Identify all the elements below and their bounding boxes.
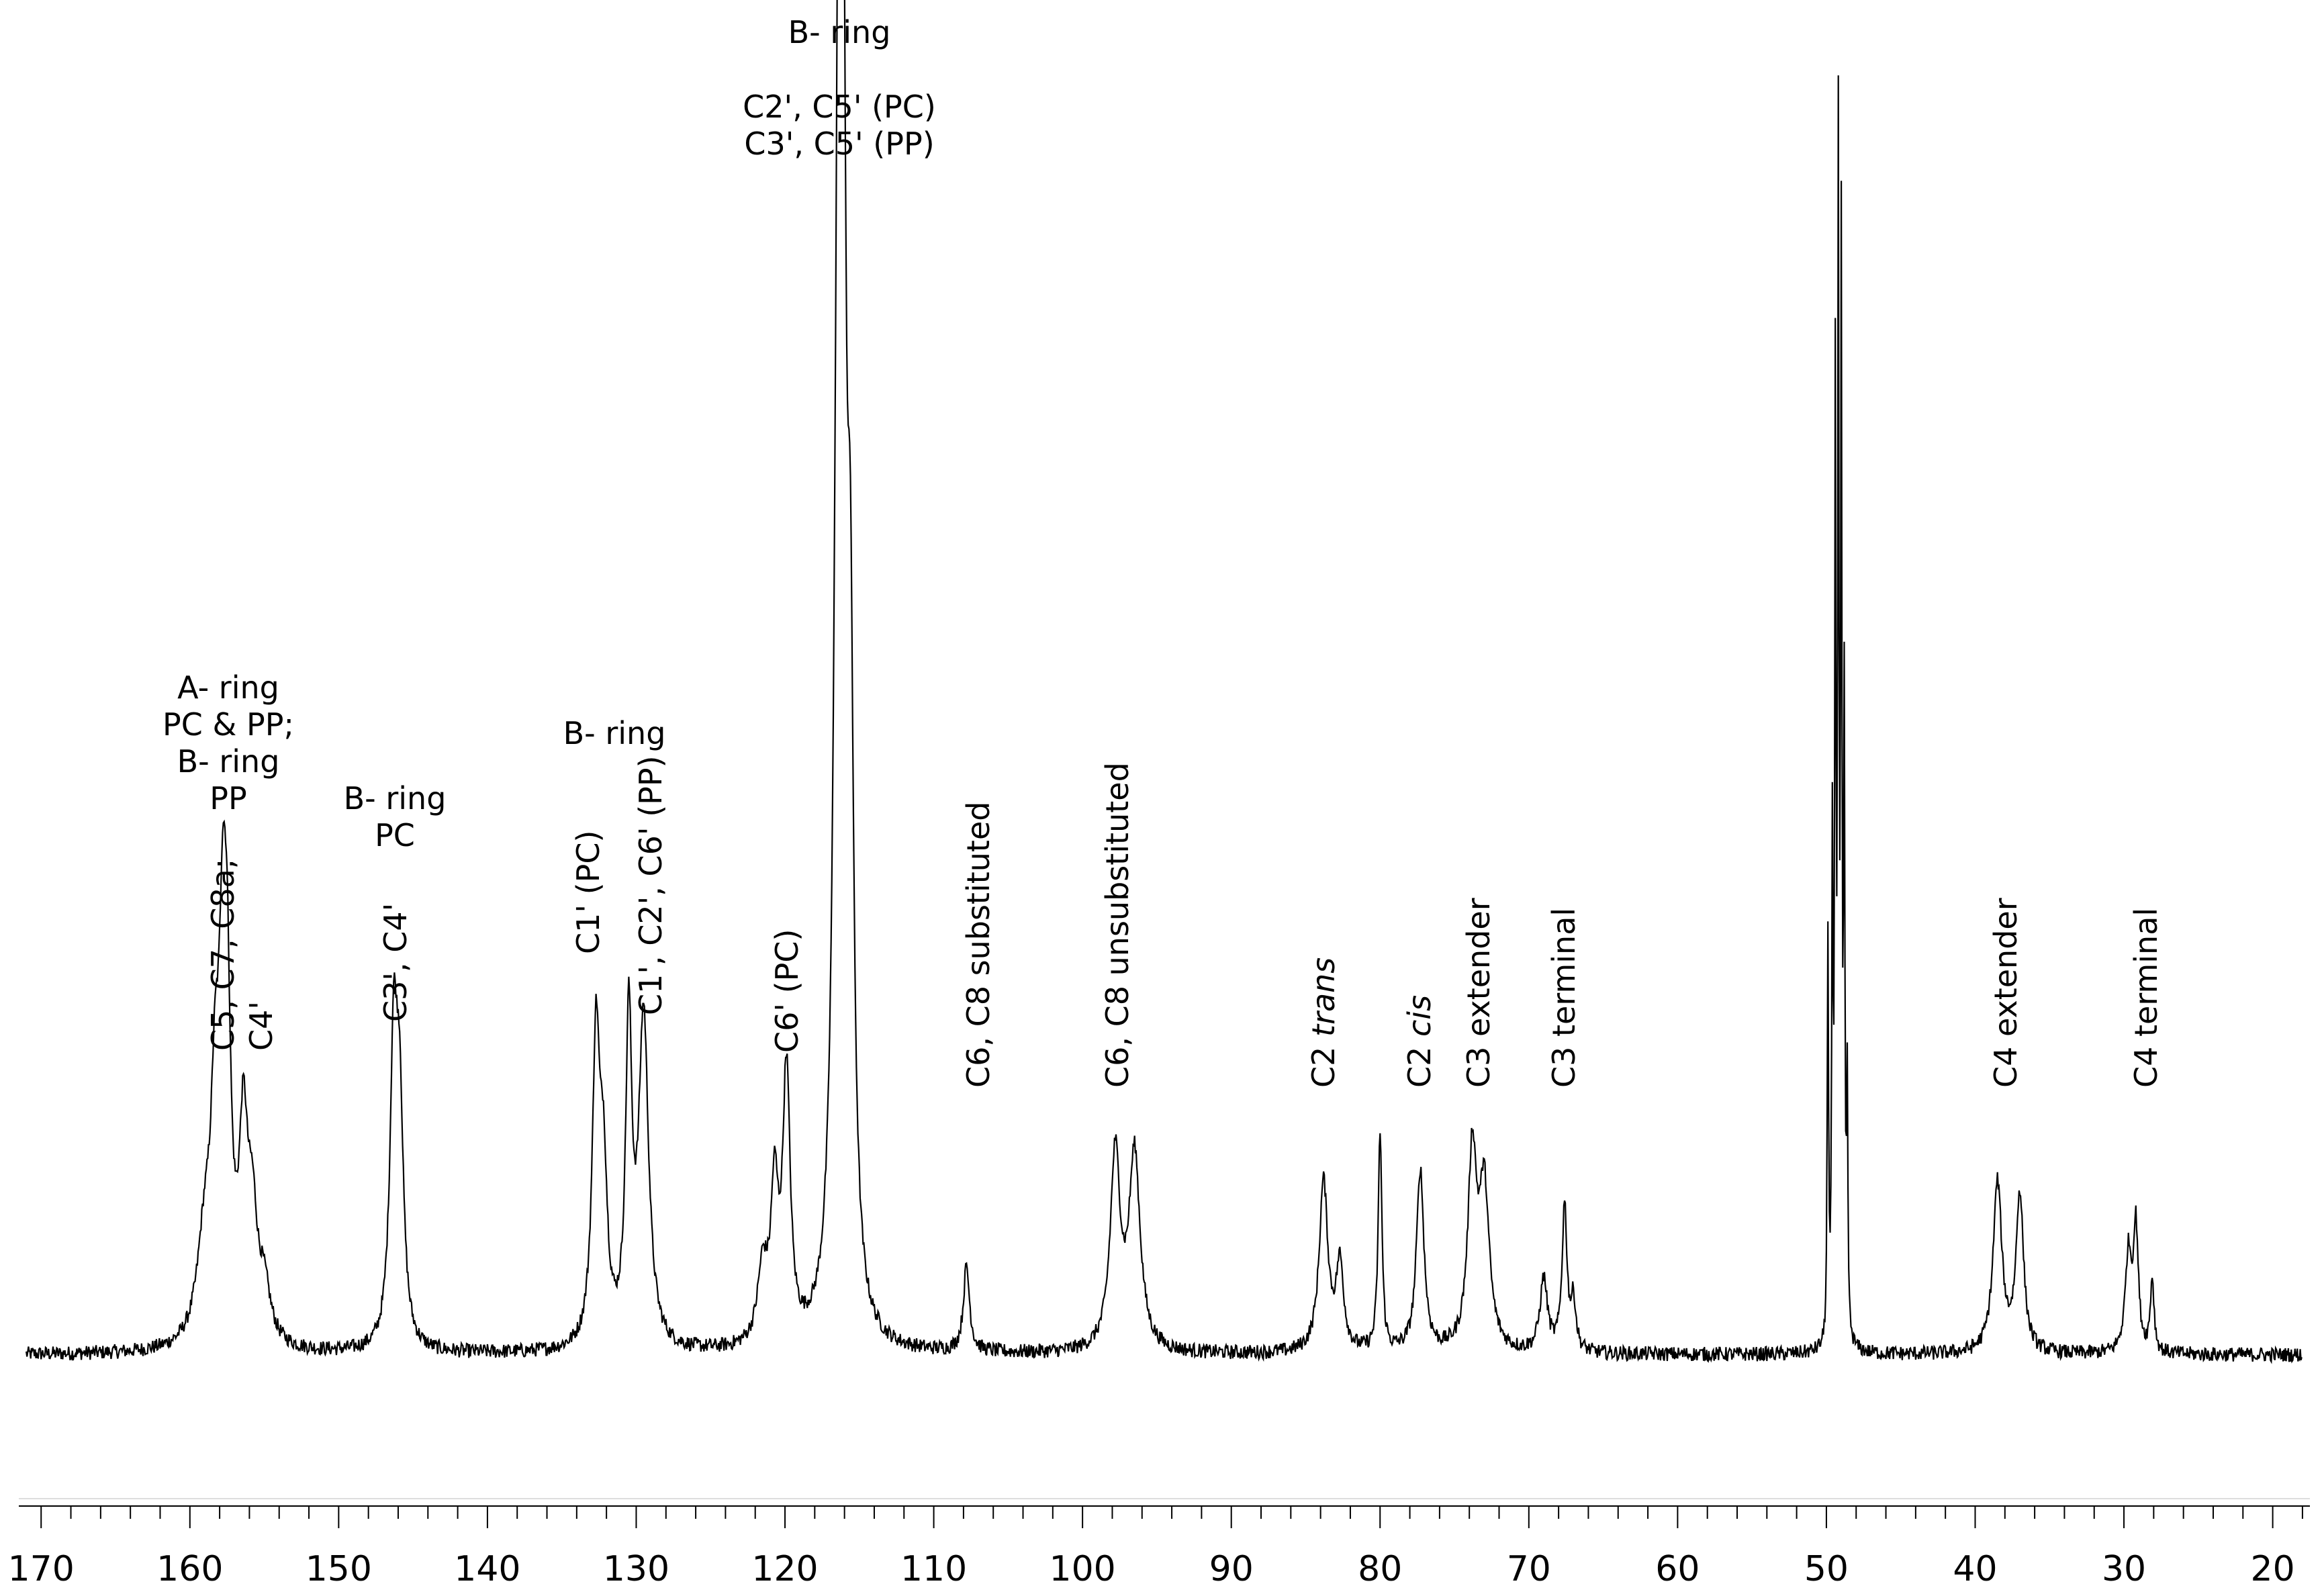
x-tick-label: 170 (8, 1549, 75, 1589)
x-tick-label: 30 (2102, 1549, 2146, 1589)
annotation-text: C3 extender (1460, 898, 1497, 1088)
peak-annotation: C5, C7, C8a; C4' (205, 859, 279, 1051)
peak-annotation: C4 extender (1988, 898, 2024, 1088)
spectrum-trace (26, 0, 2303, 1364)
x-tick-label: 70 (1507, 1549, 1551, 1589)
annotation-text: C1' (PC) (570, 831, 606, 954)
annotation-text: C6, C8 substituted (960, 802, 996, 1088)
peak-annotation: C2 cis (1401, 995, 1438, 1088)
annotation-text: C2 cis (1401, 995, 1438, 1088)
peak-annotation: C3 terminal (1546, 908, 1582, 1088)
x-axis: 170 160 150 140 130 120 110 100 90 80 70 60 50 40 30 20 (8, 1498, 2310, 1589)
x-tick-label: 100 (1050, 1549, 1116, 1589)
annotation-text: B- ring (344, 780, 447, 816)
peak-annotation: C3 extender (1460, 898, 1497, 1088)
annotation-text: C3 terminal (1546, 908, 1582, 1088)
x-tick-label: 150 (306, 1549, 372, 1589)
spectrum-layer (26, 0, 2303, 1364)
x-tick-label: 160 (156, 1549, 223, 1589)
annotation-text: A- ring (177, 669, 279, 706)
annotation-text: C6, C8 unsubstituted (1099, 762, 1135, 1088)
x-tick-label: 50 (1804, 1549, 1849, 1589)
x-tick-label: 130 (603, 1549, 669, 1589)
annotation-text: C2 trans (1305, 957, 1342, 1088)
annotation-text: PP (210, 780, 246, 816)
annotation-text: B- ring (177, 743, 280, 780)
peak-annotation: C4 terminal (2128, 908, 2164, 1088)
annotation-text: C4' (243, 1001, 279, 1051)
annotation-text: PC & PP; (162, 706, 294, 743)
peak-annotation: C6' (PC) (769, 929, 805, 1053)
annotation-text: C4 extender (1988, 898, 2024, 1088)
x-tick-label: 40 (1953, 1549, 1997, 1589)
peak-annotation: B- ring (788, 14, 891, 50)
peak-annotation: C1', C2', C6' (PP) (633, 755, 669, 1015)
peak-annotation: C2', C5' (PC)C3', C5' (PP) (743, 89, 936, 162)
peak-annotation: B- ring (563, 715, 666, 751)
x-tick-label: 60 (1655, 1549, 1700, 1589)
x-tick-label: 20 (2251, 1549, 2295, 1589)
annotation-text: PC (375, 817, 415, 853)
annotation-text: C2', C5' (PC) (743, 89, 936, 125)
x-tick-label: 140 (454, 1549, 520, 1589)
annotation-text: C3', C4' (377, 903, 414, 1022)
x-tick-label: 90 (1209, 1549, 1254, 1589)
annotation-text: C3', C5' (PP) (744, 126, 934, 162)
annotation-text: B- ring (563, 715, 666, 751)
x-tick-label: 80 (1358, 1549, 1402, 1589)
peak-annotation: C1' (PC) (570, 831, 606, 954)
peak-annotation: C3', C4' (377, 903, 414, 1022)
annotation-text: C1', C2', C6' (PP) (633, 755, 669, 1015)
annotation-text: C4 terminal (2128, 908, 2164, 1088)
annotation-text: B- ring (788, 14, 891, 50)
x-tick-label: 120 (751, 1549, 818, 1589)
peak-annotation: C6, C8 unsubstituted (1099, 762, 1135, 1088)
x-tick-label: 110 (900, 1549, 967, 1589)
annotation-text: C6' (PC) (769, 929, 805, 1053)
annotation-text: C5, C7, C8a; (205, 859, 241, 1051)
peak-annotation: C6, C8 substituted (960, 802, 996, 1088)
peak-annotation: C2 trans (1305, 957, 1342, 1088)
